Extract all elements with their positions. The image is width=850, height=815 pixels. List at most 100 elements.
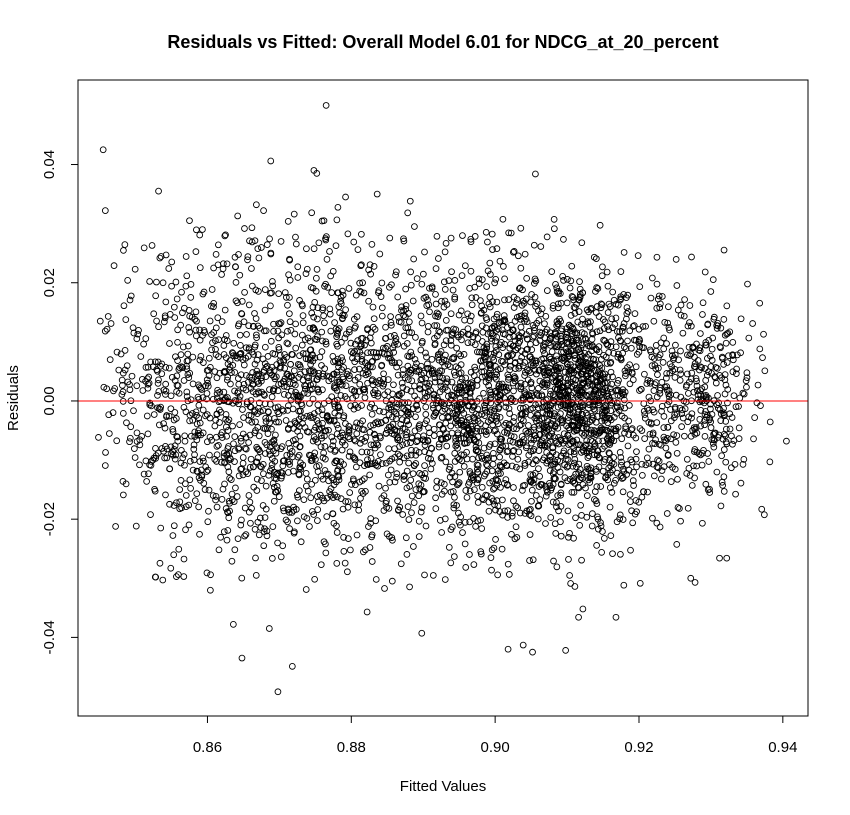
data-point	[367, 349, 375, 356]
data-point	[119, 382, 126, 389]
data-point	[176, 498, 184, 506]
data-point	[247, 519, 254, 527]
data-point	[252, 554, 259, 562]
data-point	[407, 451, 415, 459]
data-point	[202, 412, 209, 420]
data-point	[237, 434, 245, 442]
data-point	[261, 391, 268, 399]
data-point	[349, 453, 357, 461]
data-point	[410, 255, 417, 263]
data-point	[271, 350, 279, 358]
data-point	[251, 525, 259, 533]
data-point	[144, 375, 151, 383]
data-point	[177, 321, 185, 329]
data-point	[178, 363, 185, 371]
data-point	[154, 380, 162, 387]
data-point	[323, 494, 331, 502]
data-point	[284, 505, 292, 513]
data-point	[194, 429, 202, 437]
data-point	[382, 335, 389, 342]
data-point	[208, 302, 215, 310]
data-point	[285, 402, 292, 410]
data-point	[346, 375, 353, 382]
data-point	[174, 357, 181, 364]
data-point	[311, 476, 319, 484]
data-point	[351, 324, 359, 332]
data-point	[391, 332, 398, 339]
data-point	[291, 418, 299, 425]
data-point	[120, 247, 127, 254]
data-point	[255, 405, 262, 412]
data-point	[170, 551, 178, 559]
data-point	[222, 415, 229, 423]
data-point	[330, 370, 338, 378]
data-point	[376, 250, 384, 258]
data-point	[315, 369, 323, 377]
data-point	[317, 443, 325, 451]
data-point	[261, 286, 269, 293]
data-point	[162, 251, 170, 259]
data-point	[344, 230, 352, 238]
data-point	[248, 505, 255, 512]
data-point	[215, 353, 222, 360]
data-point	[214, 386, 221, 394]
data-point	[130, 407, 137, 415]
data-point	[205, 486, 213, 494]
x-axis-label: Fitted Values	[400, 778, 486, 795]
data-point	[251, 341, 259, 349]
data-point	[135, 327, 142, 334]
data-point	[313, 266, 321, 273]
data-point	[274, 469, 282, 477]
data-point	[279, 542, 287, 550]
data-point	[347, 546, 354, 554]
data-point	[403, 428, 411, 436]
data-point	[249, 369, 256, 376]
data-point	[180, 555, 188, 563]
data-point	[204, 518, 212, 526]
data-point	[354, 246, 362, 253]
data-point	[179, 309, 186, 317]
data-point	[118, 376, 126, 384]
data-point	[292, 506, 300, 513]
data-point	[215, 398, 223, 406]
data-point	[193, 436, 201, 444]
data-point	[274, 403, 282, 411]
data-point	[198, 466, 205, 474]
data-point	[180, 403, 188, 411]
data-point	[121, 366, 129, 374]
data-point	[268, 555, 276, 562]
data-point	[271, 375, 279, 383]
data-point	[296, 487, 303, 494]
data-point	[263, 532, 271, 540]
data-point	[331, 319, 338, 326]
data-point	[367, 270, 374, 278]
data-point	[290, 467, 297, 475]
data-point	[336, 407, 344, 415]
data-point	[196, 530, 203, 538]
data-point	[424, 360, 431, 368]
data-point	[467, 238, 475, 246]
data-point	[303, 245, 310, 253]
data-point	[339, 315, 346, 323]
data-point	[261, 438, 269, 446]
data-point	[341, 441, 349, 449]
data-point	[345, 535, 352, 542]
data-point	[394, 293, 402, 301]
data-point	[182, 253, 190, 260]
data-point	[146, 278, 153, 285]
data-point	[437, 454, 445, 462]
data-point	[109, 409, 117, 416]
data-point	[234, 389, 242, 397]
data-point	[216, 369, 224, 377]
data-point	[356, 279, 364, 287]
data-point	[191, 316, 199, 323]
data-point	[342, 382, 350, 390]
data-point	[171, 409, 179, 416]
data-point	[269, 278, 276, 285]
data-point	[226, 507, 233, 515]
data-point	[221, 306, 229, 314]
data-point	[293, 491, 301, 499]
data-point	[122, 480, 130, 488]
data-point	[339, 357, 346, 365]
